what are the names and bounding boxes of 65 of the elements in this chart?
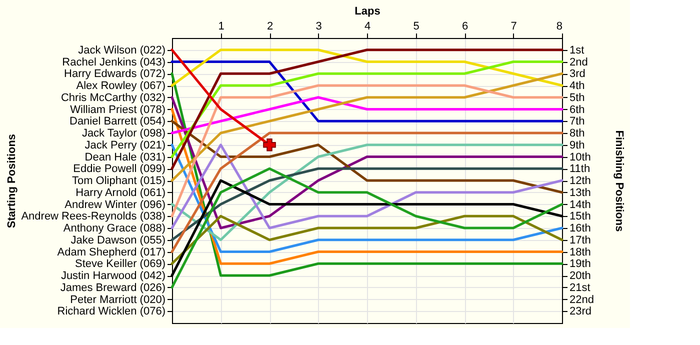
category-label: Jack Perry (021) (84, 139, 166, 152)
y2-tick-label: 14th (570, 198, 591, 211)
y2-tick-label: 13th (570, 186, 591, 199)
x-tick-label: 4 (364, 20, 371, 32)
category-label: Andrew Rees-Reynolds (038) (21, 210, 166, 223)
category-label: Steve Keiller (069) (75, 258, 166, 270)
y2-tick-label: 21st (570, 282, 590, 294)
line-series (170, 214, 564, 265)
y2-tick-label: 9th (570, 139, 585, 152)
y2-tick-label: 8th (570, 128, 585, 140)
category-label: Alex Rowley (067) (76, 80, 166, 92)
category-label: Jake Dawson (055) (70, 234, 166, 246)
y2-tick-label: 5th (570, 92, 585, 104)
y2-axis-title: Finishing Positions (612, 130, 625, 232)
category-label: Chris McCarthy (032) (60, 92, 166, 104)
x-tick-label: 3 (316, 20, 322, 32)
line-series (170, 167, 564, 242)
category-label: Tom Oliphant (015) (72, 175, 166, 187)
y2-tick-label: 20th (570, 270, 591, 282)
y2-tick-label: 2nd (570, 56, 588, 68)
y2-tick-label: 3rd (570, 68, 586, 80)
category-label: William Priest (078) (70, 104, 166, 116)
y2-tick-label: 17th (570, 234, 591, 246)
y2-tick-label: 12th (570, 175, 591, 187)
line-series (170, 120, 564, 194)
y2-tick-label: 22nd (570, 294, 594, 306)
category-label: Peter Marriott (020) (70, 294, 166, 306)
category-label: James Breward (026) (60, 282, 166, 294)
category-label: Adam Shepherd (017) (57, 246, 166, 258)
category-label: Daniel Barrett (054) (70, 116, 166, 128)
category-label: Dean Hale (031) (84, 151, 166, 164)
line-series (170, 48, 564, 170)
x-tick-label: 2 (266, 20, 274, 32)
category-label: Andrew Winter (096) (64, 198, 166, 211)
y2-tick-label: 23rd (570, 306, 592, 318)
category-label: Harry Edwards (072) (64, 68, 166, 80)
category-label: Justin Harwood (042) (60, 270, 166, 282)
x-tick-label: 8 (556, 20, 562, 32)
y2-tick-label: 6th (570, 104, 585, 116)
y2-tick-label: 18th (570, 246, 591, 258)
category-label: Eddie Powell (099) (73, 163, 166, 176)
y2-tick-label: 7th (570, 116, 585, 128)
x-tick-label: 6 (462, 20, 468, 32)
y2-tick-label: 10th (570, 151, 591, 164)
y2-tick-label: 15th (570, 210, 591, 223)
line-series (170, 96, 564, 134)
y2-tick-label: 16th (570, 222, 591, 234)
line-series (170, 60, 564, 158)
y2-tick-label: 11th (570, 163, 590, 176)
category-label: Harry Arnold (061) (76, 186, 166, 199)
line-series (170, 72, 564, 182)
category-label: Jack Taylor (098) (82, 128, 166, 140)
text: Starting Positions (6, 134, 18, 228)
line-series (170, 48, 564, 87)
y2-tick-label: 4th (570, 80, 585, 92)
category-label: Rachel Jenkins (043) (62, 56, 166, 68)
category-label: Anthony Grace (088) (63, 222, 166, 234)
category-label: Jack Wilson (022) (78, 44, 166, 56)
y2-tick-label: 1st (570, 44, 584, 56)
category-label: Richard Wicklen (076) (57, 306, 166, 318)
x-axis-title: Laps (354, 6, 380, 18)
x-tick-label: 7 (510, 20, 517, 32)
x-tick-label: 5 (413, 20, 420, 32)
y2-tick-label: 19th (570, 258, 591, 270)
x-tick-label: 1 (218, 20, 224, 32)
